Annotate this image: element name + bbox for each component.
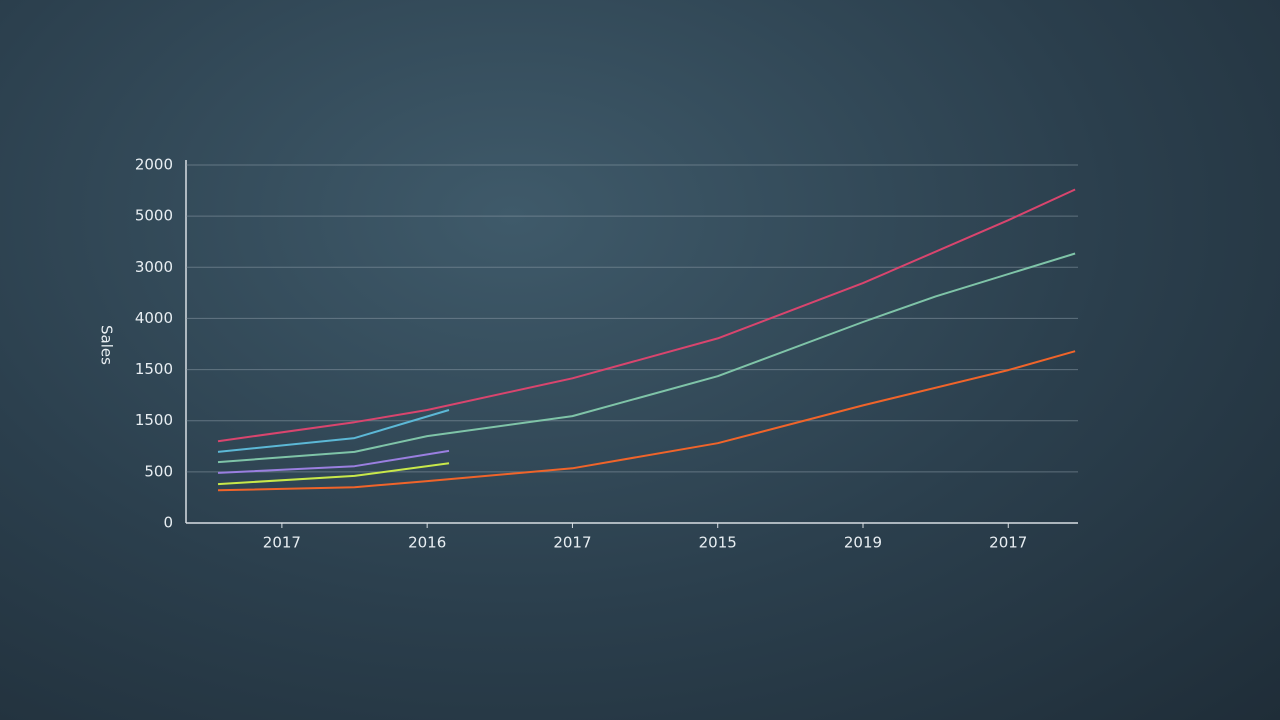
y-tick-label: 5000 (135, 207, 173, 225)
line-series (217, 462, 450, 486)
line-series (217, 350, 1076, 492)
x-tick-label: 2019 (844, 534, 882, 552)
y-axis-label: Sales (98, 325, 116, 365)
y-tick-label: 0 (163, 514, 173, 532)
x-tick-label: 2015 (699, 534, 737, 552)
line-series (217, 252, 1076, 464)
line-series (217, 409, 450, 453)
line-series (217, 188, 1076, 443)
y-tick-label: 500 (144, 462, 173, 480)
y-tick-label: 3000 (135, 258, 173, 276)
x-tick-label: 2017 (553, 534, 591, 552)
y-tick-label: 4000 (135, 309, 173, 327)
y-tick-label: 2000 (135, 156, 173, 174)
x-tick-label: 2017 (263, 534, 301, 552)
y-tick-label: 1500 (135, 360, 173, 378)
x-tick-label: 2017 (989, 534, 1027, 552)
line-series (217, 449, 450, 474)
x-tick-label: 2016 (408, 534, 446, 552)
y-tick-label: 1500 (135, 411, 173, 429)
